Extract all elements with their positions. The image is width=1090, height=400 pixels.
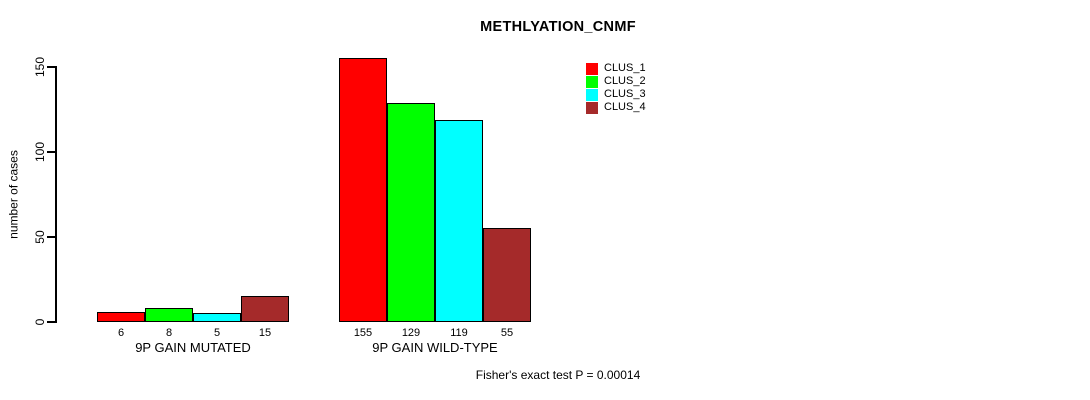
legend-label: CLUS_4	[604, 101, 646, 113]
y-axis-tick	[47, 151, 55, 153]
bar-clus_3-group1	[193, 313, 241, 322]
bar-clus_3-group2	[435, 120, 483, 322]
bar-value-label: 129	[401, 327, 421, 339]
legend-label: CLUS_2	[604, 75, 646, 87]
bar-value-label: 6	[117, 327, 125, 339]
bar-clus_2-group2	[387, 103, 435, 322]
y-axis-tick	[47, 236, 55, 238]
y-axis-tick	[47, 66, 55, 68]
bar-value-label: 8	[165, 327, 173, 339]
bar-value-label: 15	[258, 327, 272, 339]
category-label: 9P GAIN MUTATED	[135, 340, 251, 355]
bar-clus_4-group2	[483, 228, 531, 322]
y-axis-tick-label: 0	[33, 318, 47, 326]
chart-title: METHLYATION_CNMF	[480, 19, 636, 35]
fisher-test-annotation: Fisher's exact test P = 0.00014	[475, 368, 641, 382]
legend-label: CLUS_3	[604, 88, 646, 100]
bar-clus_1-group2	[339, 58, 387, 322]
legend-swatch-clus_2	[586, 76, 598, 88]
bar-clus_4-group1	[241, 296, 289, 322]
y-axis-tick	[47, 321, 55, 323]
y-axis-line	[55, 66, 57, 323]
bar-clus_2-group1	[145, 308, 193, 322]
bar-value-label: 155	[353, 327, 373, 339]
y-axis-tick-label: 150	[33, 56, 47, 78]
y-axis-tick-label: 50	[33, 230, 47, 244]
bar-clus_1-group1	[97, 312, 145, 322]
legend-swatch-clus_1	[586, 63, 598, 75]
legend-swatch-clus_3	[586, 89, 598, 101]
bar-value-label: 119	[450, 327, 468, 339]
category-label: 9P GAIN WILD-TYPE	[372, 340, 498, 355]
legend-swatch-clus_4	[586, 102, 598, 114]
y-axis-label: number of cases	[6, 150, 21, 239]
legend-label: CLUS_1	[604, 62, 646, 74]
bar-value-label: 55	[500, 327, 514, 339]
y-axis-tick-label: 100	[33, 141, 47, 163]
bar-value-label: 5	[213, 327, 221, 339]
